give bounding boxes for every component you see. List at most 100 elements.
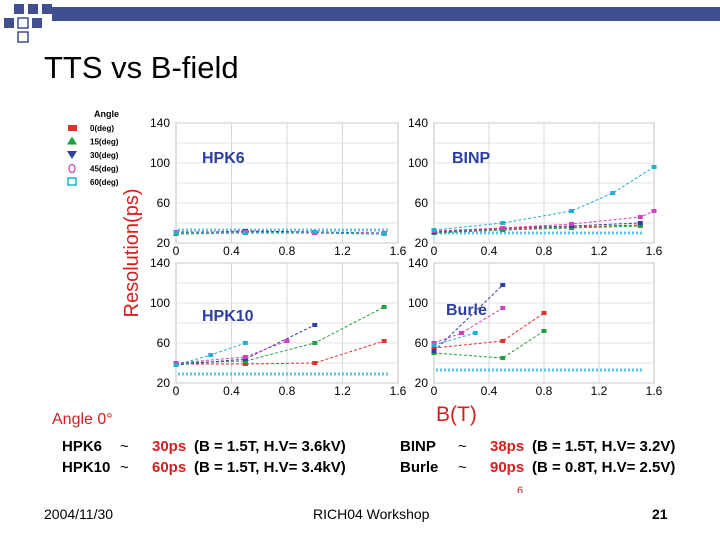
header-band [52, 7, 720, 21]
legend-label: 30(deg) [90, 151, 119, 160]
series-line-60-deg [433, 332, 476, 346]
y-axis-label: Resolution(ps) [121, 189, 143, 318]
summary-detail: (B = 0.8T, H.V= 2.5V) [532, 459, 675, 476]
summary-detail: (B = 1.5T, H.V= 3.4kV) [194, 459, 346, 476]
x-tick-label: 1.6 [646, 244, 663, 258]
summary-detail: (B = 1.5T, H.V= 3.6kV) [194, 438, 346, 455]
chart-panel-burle: 0 0.4 0.8 1.2 1.6 20 60 100 140 Burle [408, 256, 663, 398]
data-point [569, 209, 574, 213]
summary-separator: ~ [458, 438, 467, 455]
data-point [173, 231, 179, 235]
summary-name: BINP [400, 438, 436, 455]
series-line-0-deg [433, 224, 641, 234]
series-line-30-deg [433, 222, 641, 233]
series-line-45-deg [433, 307, 504, 344]
summary-separator: ~ [120, 459, 129, 476]
chart-panels: 0 0.4 0.8 1.2 1.6 20 60 100 140 HPK6 0 0.4 0.8 1.2 1.6… [150, 116, 663, 398]
y-tick-label: 60 [157, 196, 171, 210]
data-point [500, 283, 506, 287]
corner-squares-decoration [4, 4, 52, 43]
deco-square [4, 18, 14, 28]
x-tick-label: 0 [173, 244, 180, 258]
series-line-15-deg [433, 330, 545, 359]
series-line-60-deg [433, 166, 655, 231]
x-tick-label: 0.8 [279, 244, 296, 258]
series-line-15-deg [433, 225, 641, 234]
x-axis-label: B(T) [436, 403, 477, 426]
data-point [431, 346, 437, 350]
header-band-fill [52, 7, 720, 21]
y-tick-label: 20 [415, 236, 429, 250]
x-tick-label: 1.2 [334, 244, 351, 258]
page-number: 21 [652, 506, 668, 522]
series-line-30-deg [433, 284, 504, 352]
data-point [500, 306, 506, 310]
series-line-15-deg [175, 306, 385, 364]
y-tick-label: 20 [157, 236, 171, 250]
y-tick-label: 60 [415, 196, 429, 210]
data-point [610, 191, 616, 195]
x-tick-label: 0 [431, 384, 438, 398]
legend-label: 15(deg) [90, 138, 119, 147]
legend-label: 60(deg) [90, 178, 119, 187]
data-point [569, 222, 574, 226]
data-point [312, 230, 318, 234]
data-point [431, 349, 437, 353]
data-point [541, 329, 547, 333]
data-point [500, 221, 506, 225]
data-point [242, 362, 248, 366]
summary-name: HPK6 [62, 438, 102, 455]
deco-square [17, 31, 29, 43]
x-tick-label: 1.2 [591, 244, 608, 258]
series-line-0-deg [433, 312, 545, 349]
data-point [381, 232, 387, 236]
summary-heading: Angle 0° [52, 411, 113, 428]
panel-label: Burle [446, 302, 487, 319]
chart-panel-hpk6: 0 0.4 0.8 1.2 1.6 20 60 100 140 HPK6 [150, 116, 407, 258]
data-point [431, 228, 437, 232]
x-tick-label: 0.4 [223, 244, 240, 258]
legend-label: 0(deg) [90, 124, 114, 133]
summary-separator: ~ [120, 438, 129, 455]
data-point [500, 356, 506, 360]
slide-title: TTS vs B-field [44, 50, 239, 85]
x-tick-label: 0.8 [536, 384, 553, 398]
data-point [431, 343, 437, 347]
x-tick-label: 1.6 [646, 384, 663, 398]
x-tick-label: 1.6 [390, 384, 407, 398]
legend-open-square-icon [67, 177, 77, 186]
data-point [242, 341, 248, 345]
summary-value: 60ps [152, 459, 186, 476]
summary-name: Burle [400, 459, 438, 476]
y-tick-label: 20 [157, 376, 171, 390]
panel-label: HPK10 [202, 308, 254, 325]
y-tick-label: 140 [150, 116, 170, 130]
x-tick-label: 0.8 [279, 384, 296, 398]
angle-legend: Angle 0(deg) 15(deg) 30(deg) 45(deg) 60(deg) [67, 109, 119, 187]
data-point [651, 165, 657, 169]
data-point [284, 339, 290, 343]
x-tick-label: 1.2 [591, 384, 608, 398]
x-tick-label: 0.4 [481, 384, 498, 398]
data-point [242, 355, 248, 359]
x-tick-label: 0.8 [536, 244, 553, 258]
y-tick-label: 60 [415, 336, 429, 350]
legend-circle-icon [68, 163, 76, 174]
y-tick-label: 140 [150, 256, 170, 270]
data-point [459, 331, 464, 335]
y-tick-label: 100 [150, 156, 170, 170]
y-tick-label: 100 [150, 296, 170, 310]
deco-square [32, 18, 42, 28]
panel-label: BINP [452, 150, 491, 167]
legend-triangle-icon [67, 136, 77, 145]
legend-square-icon [68, 125, 77, 131]
stray-mark: 6 [517, 485, 523, 493]
x-tick-label: 0 [431, 244, 438, 258]
data-point [173, 363, 179, 367]
data-point [312, 341, 318, 345]
x-tick-label: 1.6 [390, 244, 407, 258]
data-point [312, 323, 318, 327]
deco-square [42, 4, 52, 14]
y-tick-label: 100 [408, 296, 428, 310]
